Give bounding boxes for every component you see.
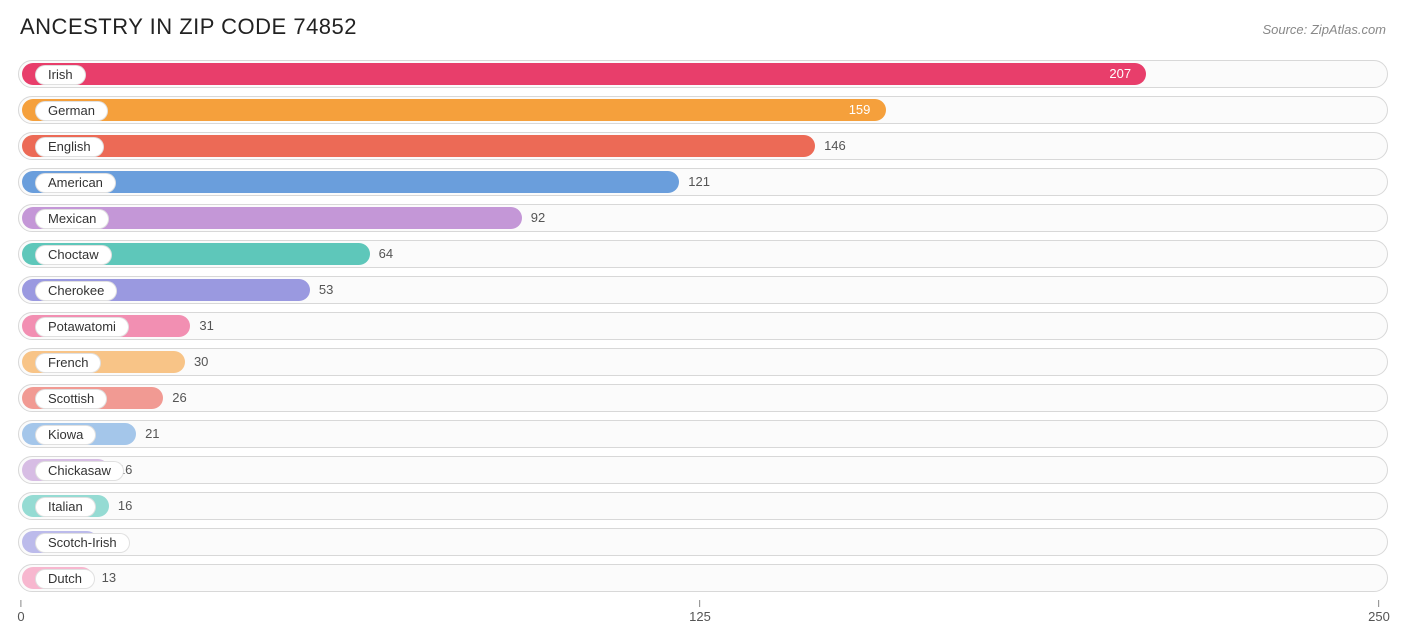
bar-fill <box>22 135 815 157</box>
bar-value-label: 21 <box>145 426 159 441</box>
bar-category-label: American <box>35 173 116 193</box>
bar-value-label: 31 <box>199 318 213 333</box>
bar-category-label: French <box>35 353 101 373</box>
bar-category-label: Italian <box>35 497 96 517</box>
chart-title: ANCESTRY IN ZIP CODE 74852 <box>20 14 357 40</box>
bar-row: Cherokee 53 <box>18 276 1388 304</box>
bar-fill <box>22 63 1146 85</box>
bar-category-label: Dutch <box>35 569 95 589</box>
bar-row: American 121 <box>18 168 1388 196</box>
bar-row: Scotch-Irish14 <box>18 528 1388 556</box>
bar-row: English 146 <box>18 132 1388 160</box>
x-axis: 0 125 250 <box>18 600 1388 630</box>
bar-row: Mexican 92 <box>18 204 1388 232</box>
axis-tick: 125 <box>689 600 711 624</box>
bar-value-label: 64 <box>379 246 393 261</box>
bar-row: Scottish 26 <box>18 384 1388 412</box>
bar-value-label: 16 <box>118 498 132 513</box>
axis-tick: 250 <box>1368 600 1390 624</box>
bar-category-label: Cherokee <box>35 281 117 301</box>
bar-row: German 159 <box>18 96 1388 124</box>
bar-row: Irish 207 <box>18 60 1388 88</box>
axis-tick: 0 <box>17 600 24 624</box>
chart-plot-area: Irish 207 German 159 English 146 American 121 Me… <box>0 48 1406 592</box>
bar-category-label: Irish <box>35 65 86 85</box>
bar-category-label: Potawatomi <box>35 317 129 337</box>
bar-value-label: 30 <box>194 354 208 369</box>
bar-value-label: 207 <box>1109 66 1131 81</box>
bar-row: Italian 16 <box>18 492 1388 520</box>
bar-value-label: 13 <box>102 570 116 585</box>
bar-row: Chickasaw16 <box>18 456 1388 484</box>
bar-category-label: Chickasaw <box>35 461 124 481</box>
bar-category-label: Choctaw <box>35 245 112 265</box>
bar-value-label: 92 <box>531 210 545 225</box>
bar-value-label: 26 <box>172 390 186 405</box>
bar-fill <box>22 171 679 193</box>
bar-value-label: 146 <box>824 138 846 153</box>
bar-row: Kiowa 21 <box>18 420 1388 448</box>
bar-category-label: German <box>35 101 108 121</box>
chart-source: Source: ZipAtlas.com <box>1262 22 1386 37</box>
bar-value-label: 121 <box>688 174 710 189</box>
bar-category-label: English <box>35 137 104 157</box>
bar-category-label: Kiowa <box>35 425 96 445</box>
bar-category-label: Mexican <box>35 209 109 229</box>
bar-row: French 30 <box>18 348 1388 376</box>
bar-category-label: Scottish <box>35 389 107 409</box>
bar-row: Potawatomi 31 <box>18 312 1388 340</box>
bar-fill <box>22 99 886 121</box>
bar-value-label: 53 <box>319 282 333 297</box>
chart-header: ANCESTRY IN ZIP CODE 74852 Source: ZipAt… <box>0 0 1406 48</box>
bar-row: Choctaw 64 <box>18 240 1388 268</box>
bar-row: Dutch 13 <box>18 564 1388 592</box>
bar-category-label: Scotch-Irish <box>35 533 130 553</box>
bar-value-label: 159 <box>849 102 871 117</box>
